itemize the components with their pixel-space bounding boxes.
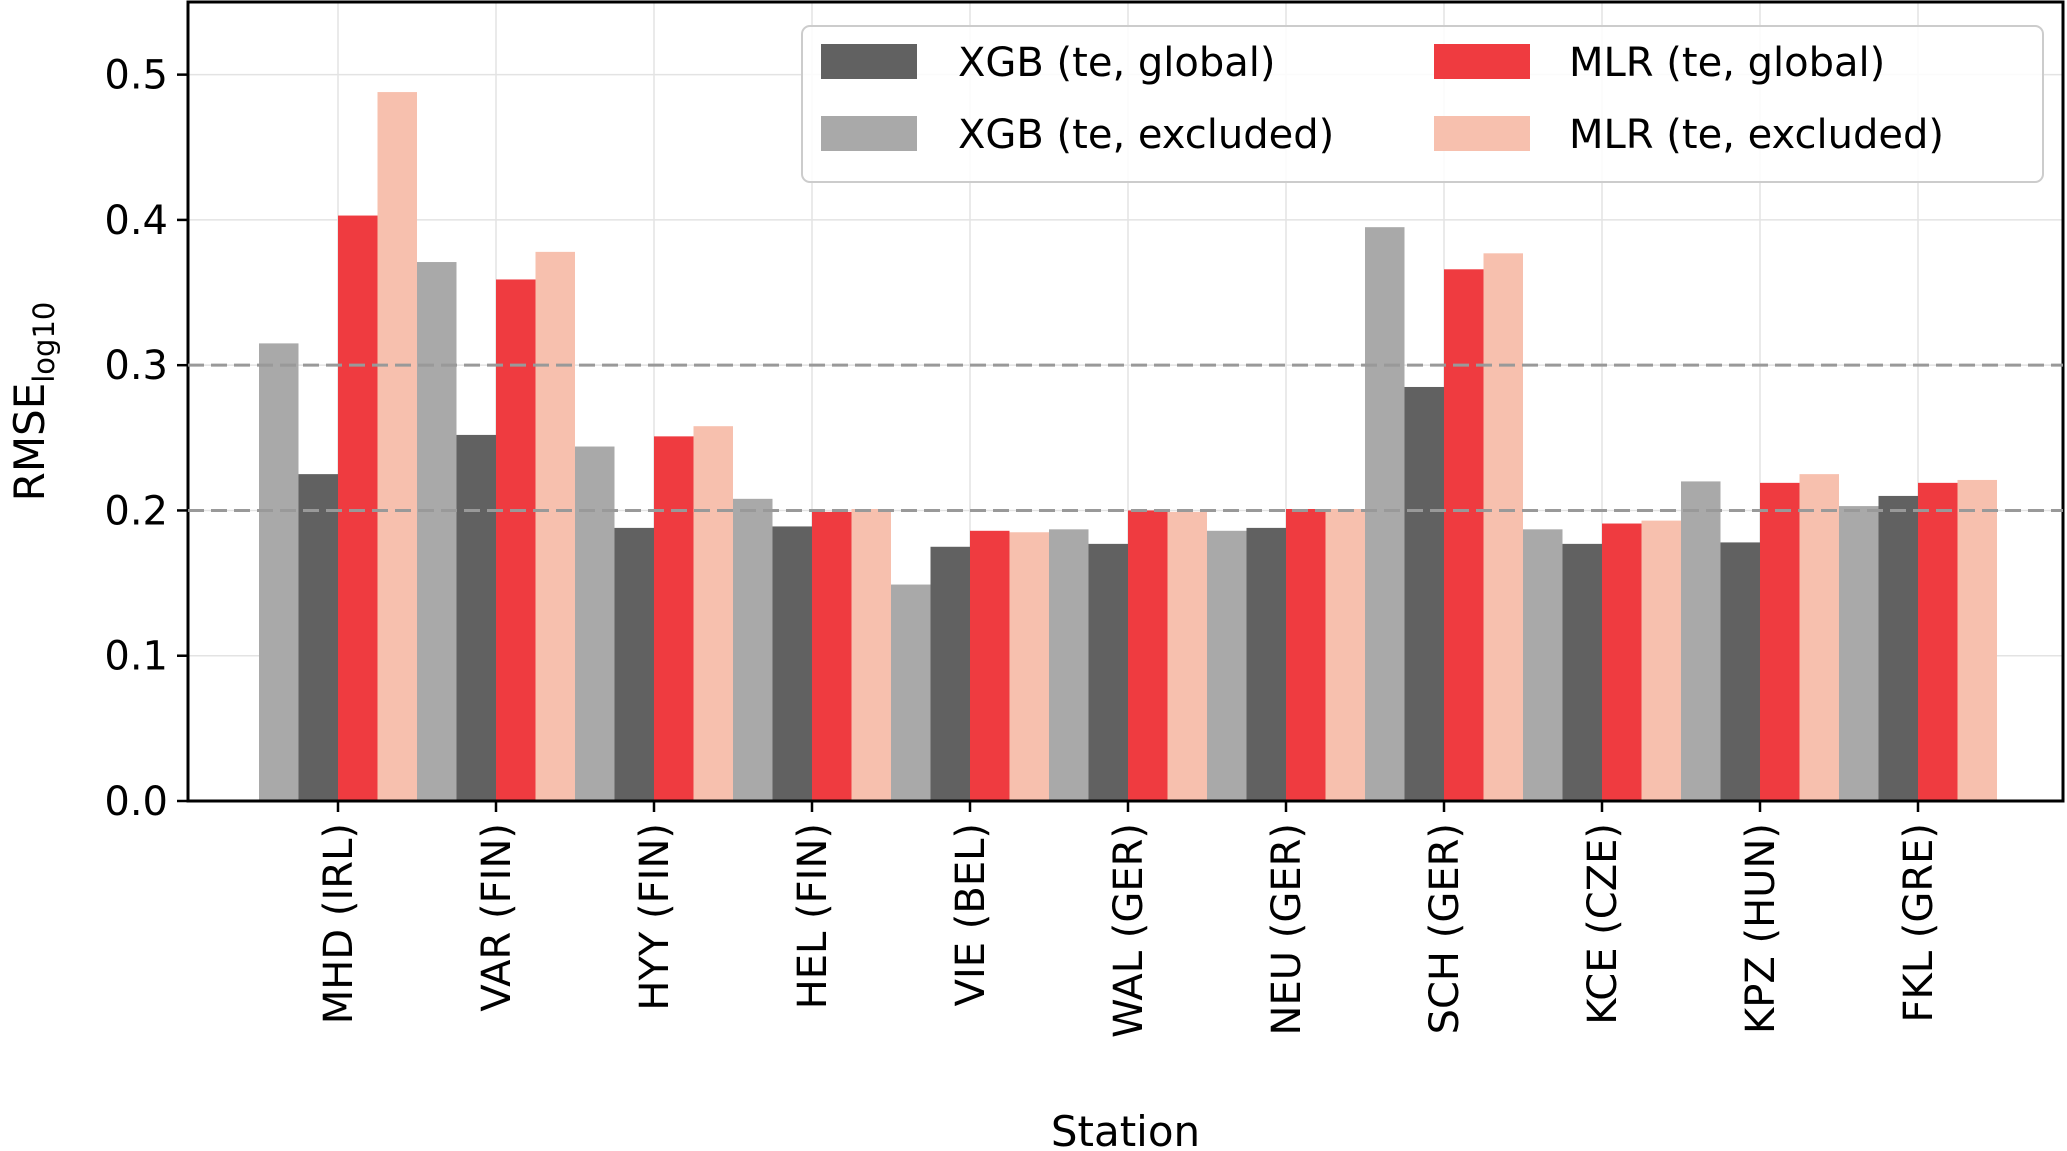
y-tick-label: 0.1	[104, 634, 168, 680]
x-tick-label: WAL (GER)	[1106, 823, 1152, 1038]
legend-box	[801, 25, 2044, 183]
reference-lines	[188, 363, 2063, 512]
y-axis-label: RMSElog10	[5, 302, 61, 502]
bar	[1365, 227, 1405, 801]
bar	[654, 436, 694, 801]
bar	[930, 546, 970, 801]
bar	[1088, 543, 1128, 801]
bar	[1918, 482, 1958, 801]
bar	[1562, 543, 1602, 801]
bar	[1602, 523, 1642, 801]
x-tick-label: FKL (GRE)	[1896, 823, 1942, 1023]
bar	[1049, 529, 1089, 801]
bar	[812, 511, 852, 801]
y-axis-ticks: 0.0 0.1 0.2 0.3 0.4 0.5	[104, 53, 188, 825]
bar	[1839, 506, 1879, 801]
bar	[1128, 510, 1168, 801]
bar	[1207, 530, 1247, 801]
bar	[1523, 529, 1563, 801]
x-axis-ticks: MHD (IRL) VAR (FIN) HYY (FIN) HEL (FIN) VIE …	[316, 801, 1942, 1038]
bar	[1720, 542, 1760, 801]
legend-label: MLR (te, global)	[1569, 40, 1885, 86]
bar	[733, 498, 773, 801]
plot-frame	[186, 0, 2065, 803]
bar	[377, 92, 417, 801]
x-tick-label: HEL (FIN)	[790, 823, 836, 1009]
x-tick-label: HYY (FIN)	[632, 823, 678, 1011]
legend-swatch	[1434, 116, 1530, 151]
legend-swatch	[1434, 44, 1530, 79]
legend-swatch	[821, 116, 917, 151]
legend-label: MLR (te, excluded)	[1569, 112, 1944, 158]
bar	[1957, 479, 1997, 801]
bar	[535, 251, 575, 802]
bar	[693, 426, 733, 801]
bar	[614, 527, 654, 801]
bar	[1325, 509, 1365, 801]
legend-swatch	[821, 44, 917, 79]
x-axis-label: Station	[1051, 1107, 1200, 1151]
legend: XGB (te, global) XGB (te, excluded) MLR (t…	[801, 25, 2044, 183]
bar	[1483, 253, 1523, 801]
y-tick-label: 0.3	[104, 343, 168, 389]
x-tick-label: KCE (CZE)	[1580, 823, 1626, 1025]
x-tick-label: MHD (IRL)	[316, 823, 362, 1024]
bar	[1641, 520, 1681, 801]
bar	[970, 530, 1010, 801]
bar	[1404, 386, 1444, 801]
y-tick-label: 0.4	[104, 198, 168, 244]
bar	[1799, 474, 1839, 801]
bar	[1444, 269, 1484, 801]
bar	[338, 215, 378, 801]
x-tick-label: NEU (GER)	[1264, 823, 1310, 1035]
bar	[456, 434, 496, 801]
bar	[1167, 511, 1207, 801]
x-tick-label: VAR (FIN)	[474, 823, 520, 1012]
bar	[575, 446, 615, 801]
bar	[891, 584, 931, 801]
bar	[851, 509, 891, 801]
y-tick-label: 0.2	[104, 488, 168, 534]
bar	[298, 474, 338, 801]
bar	[1878, 495, 1918, 801]
y-tick-label: 0.0	[104, 779, 168, 825]
x-tick-label: VIE (BEL)	[948, 823, 994, 1006]
x-tick-label: SCH (GER)	[1422, 823, 1468, 1034]
bar	[417, 262, 457, 801]
bar	[1009, 532, 1049, 801]
bar	[1760, 482, 1800, 801]
bar	[1286, 509, 1326, 801]
y-axis-label-subscript: log10	[27, 302, 61, 383]
bar	[259, 343, 299, 801]
x-tick-label: KPZ (HUN)	[1738, 823, 1784, 1034]
axes	[186, 0, 2065, 803]
bar	[496, 279, 536, 801]
y-tick-label: 0.5	[104, 53, 168, 99]
legend-label: XGB (te, global)	[958, 40, 1275, 86]
legend-label: XGB (te, excluded)	[958, 112, 1334, 158]
y-axis-label-main: RMSE	[5, 383, 54, 502]
bar	[1246, 527, 1286, 801]
bars-layer	[259, 92, 1997, 802]
bar	[772, 526, 812, 801]
bar	[1681, 481, 1721, 801]
